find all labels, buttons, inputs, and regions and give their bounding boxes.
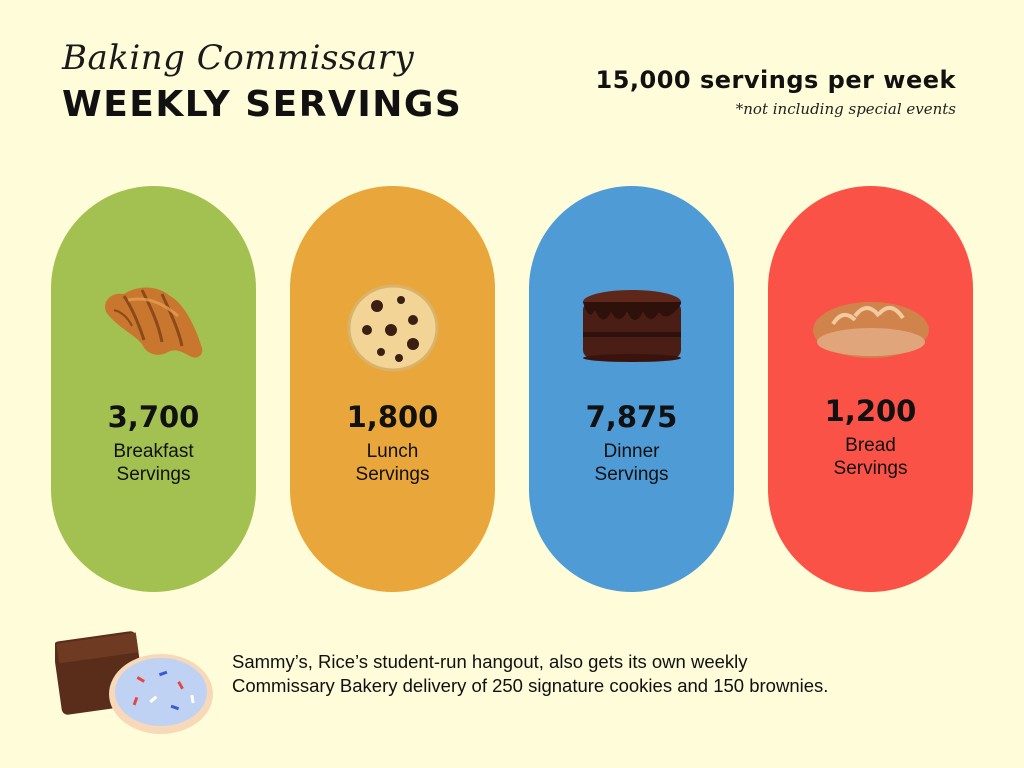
lunch-card: 1,800 Lunch Servings — [290, 186, 495, 592]
breakfast-card: 3,700 Breakfast Servings — [51, 186, 256, 592]
lunch-value: 1,800 — [346, 400, 439, 434]
breakfast-label: Breakfast Servings — [113, 441, 194, 485]
chocolate-cake-icon — [581, 288, 683, 367]
lunch-label: Lunch Servings — [355, 441, 430, 485]
dinner-value: 7,875 — [585, 400, 678, 434]
bread-label: Bread Servings — [833, 435, 908, 479]
cookie-icon — [347, 284, 439, 377]
total-servings: 15,000 servings per week — [595, 66, 956, 94]
dinner-label: Dinner Servings — [594, 441, 669, 485]
breakfast-value: 3,700 — [107, 400, 200, 434]
brand-script-title: Baking Commissary — [62, 38, 415, 78]
bread-value: 1,200 — [824, 394, 917, 428]
bread-card: 1,200 Bread Servings — [768, 186, 973, 592]
footnote: *not including special events — [735, 100, 956, 118]
page-title: WEEKLY SERVINGS — [62, 84, 463, 125]
dinner-card: 7,875 Dinner Servings — [529, 186, 734, 592]
footer-note: Sammy’s, Rice’s student-run hangout, als… — [232, 651, 829, 696]
croissant-icon — [98, 282, 210, 371]
brownie-and-cookie-icon — [53, 626, 215, 741]
bread-loaf-icon — [811, 290, 931, 365]
